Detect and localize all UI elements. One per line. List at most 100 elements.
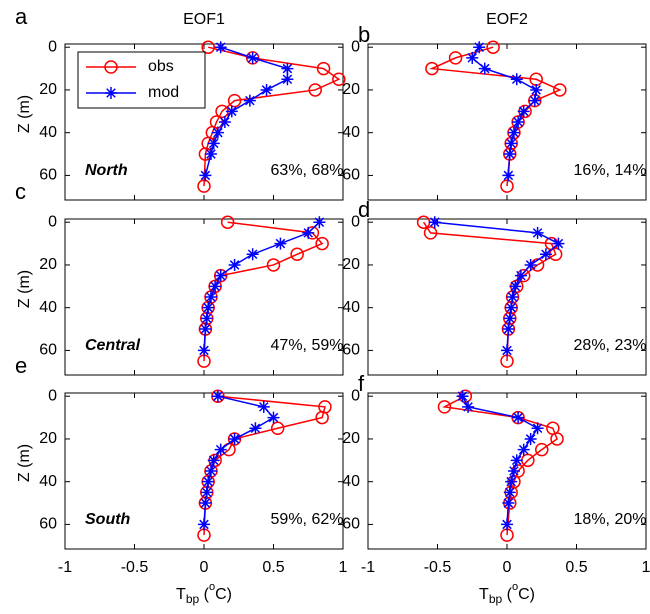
y-tick-label: 60 — [39, 516, 57, 533]
legend-marker — [105, 87, 117, 99]
data-point — [512, 411, 525, 424]
data-point — [220, 215, 235, 229]
variance-label: 59%, 62% — [271, 511, 344, 528]
x-tick-label: -0.5 — [121, 559, 149, 576]
y-tick-label: 20 — [39, 430, 57, 447]
y-tick-label: 40 — [342, 124, 360, 141]
data-point — [197, 179, 211, 193]
data-point — [315, 236, 329, 251]
data-point — [214, 443, 227, 456]
panel-label: f — [358, 371, 365, 396]
y-tick-label: 60 — [342, 167, 360, 184]
data-point — [209, 280, 222, 293]
y-tick-label: 0 — [351, 213, 360, 230]
y-axis-label: Z (m) — [16, 95, 33, 133]
data-point — [199, 169, 212, 182]
data-point — [509, 280, 522, 293]
data-point — [313, 216, 326, 229]
data-point — [535, 442, 549, 457]
panel-label: d — [358, 197, 370, 222]
panel-title: EOF2 — [486, 11, 528, 28]
data-point — [204, 465, 217, 477]
data-point — [201, 40, 215, 54]
data-point — [502, 497, 515, 510]
profile-line — [422, 221, 557, 362]
data-point — [530, 83, 543, 96]
y-tick-label: 60 — [342, 516, 360, 533]
data-point — [199, 323, 212, 336]
y-axis-label: Z (m) — [16, 444, 33, 482]
y-tick-label: 40 — [342, 473, 360, 490]
data-point — [423, 226, 438, 240]
x-tick-label: 0 — [503, 559, 512, 576]
data-point — [531, 226, 544, 239]
data-point — [290, 247, 304, 262]
data-point — [270, 421, 285, 436]
data-point — [539, 248, 552, 261]
data-point — [281, 62, 294, 75]
data-point — [550, 432, 564, 446]
x-axis-label-part: T — [176, 586, 186, 603]
y-tick-label: 40 — [39, 124, 57, 141]
y-axis-label: Z (m) — [16, 270, 33, 308]
variance-label: 63%, 68% — [271, 162, 344, 179]
y-tick-label: 0 — [351, 38, 360, 55]
data-point — [510, 73, 523, 86]
data-point — [501, 518, 513, 531]
data-point — [501, 344, 513, 357]
data-point — [456, 390, 469, 403]
y-tick-label: 60 — [39, 342, 57, 359]
data-point — [503, 486, 516, 499]
y-tick-label: 40 — [39, 299, 57, 316]
data-point — [507, 126, 520, 139]
legend-box — [77, 51, 206, 109]
y-tick-label: 20 — [39, 256, 57, 273]
data-point — [257, 400, 270, 413]
data-point — [308, 83, 322, 97]
y-tick-label: 0 — [48, 213, 57, 230]
panel-label: e — [15, 353, 27, 378]
data-point — [503, 148, 516, 161]
data-point — [249, 422, 262, 435]
data-point — [204, 291, 217, 303]
data-point — [428, 216, 441, 229]
data-point — [202, 301, 215, 314]
data-point — [528, 94, 541, 107]
data-point — [200, 312, 213, 325]
data-point — [514, 269, 527, 282]
data-point — [246, 248, 259, 261]
data-point — [316, 61, 331, 76]
x-tick-label: -1 — [58, 559, 72, 576]
data-point — [500, 179, 514, 193]
variance-label: 18%, 20% — [574, 511, 647, 528]
data-point — [505, 137, 518, 150]
variance-label: 16%, 14% — [574, 162, 647, 179]
x-axis-label-part: T — [479, 586, 489, 603]
y-tick-label: 20 — [342, 430, 360, 447]
y-tick-label: 40 — [39, 473, 57, 490]
data-point — [211, 126, 224, 139]
profile-line — [203, 46, 341, 187]
x-tick-label: 1 — [642, 559, 650, 576]
data-point — [243, 94, 256, 107]
region-label: Central — [85, 337, 141, 354]
data-point — [207, 454, 220, 467]
data-point — [512, 116, 525, 128]
x-tick-label: 1 — [339, 559, 348, 576]
data-point — [531, 422, 544, 435]
profile-line — [434, 221, 560, 351]
data-point — [228, 432, 241, 445]
data-point — [502, 323, 515, 336]
data-point — [524, 432, 537, 445]
data-point — [260, 83, 273, 96]
region-label: South — [85, 511, 131, 528]
variance-label: 47%, 59% — [271, 337, 344, 354]
data-point — [225, 105, 238, 118]
x-axis-label-part: o — [209, 581, 215, 593]
data-point — [218, 116, 231, 128]
variance-label: 28%, 23% — [574, 337, 647, 354]
x-axis-label-part: bp — [489, 592, 503, 606]
x-axis-label: Tbp (oC) — [479, 581, 535, 606]
data-point — [332, 72, 346, 87]
